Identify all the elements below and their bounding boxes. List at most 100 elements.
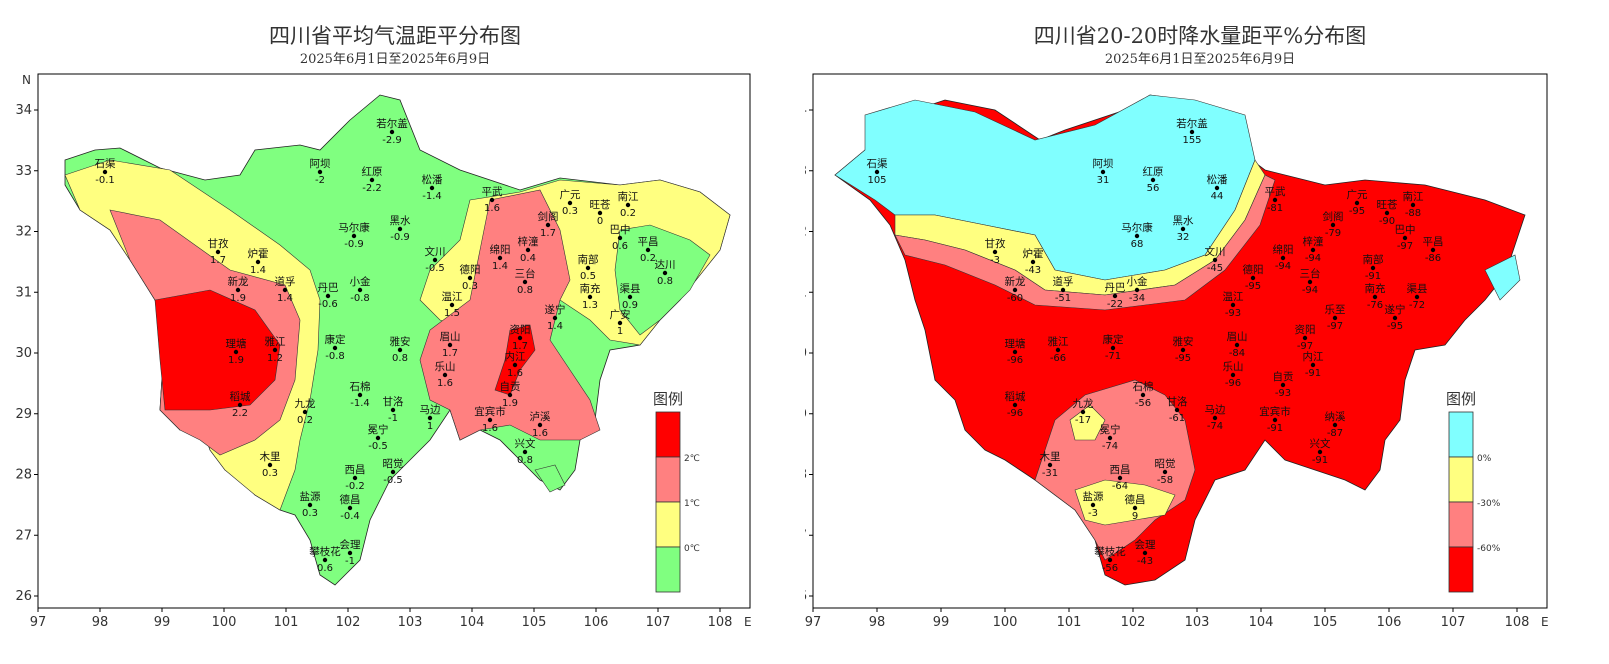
station-name: 西昌 [345,464,366,476]
station-value: -2.9 [382,135,402,146]
station-name: 旺苍 [590,198,611,211]
legend-swatch [655,501,681,548]
station-marker [1012,287,1018,293]
station-value: 1.6 [532,428,548,439]
station-value: -93 [1275,388,1291,399]
region-below-0c-south [534,464,566,493]
station-value: 1.6 [484,203,500,214]
station-marker [1150,177,1156,183]
station-name: 石棉 [1133,380,1154,393]
station-name: 广元 [560,189,581,201]
station-value: -86 [1425,253,1441,264]
station-name: 新龙 [228,275,249,288]
station-value: -1 [388,413,398,424]
station-marker [351,233,357,239]
station-marker [1030,259,1036,265]
station-marker [215,249,221,255]
station-name: 黑水 [390,215,411,227]
station-name: 宜宾市 [474,405,506,418]
station-value: 31 [1097,175,1110,186]
precipitation-map-canvas: 97 98 99 100 101 102 103 104 105 106 107 108 E 26 27 28… [805,73,1549,630]
station-value: 0.3 [302,508,318,519]
station-value: -34 [1129,293,1145,304]
legend-label: -30% [1477,499,1501,509]
station-value: 1.3 [582,300,598,311]
legend-label: -60% [1477,544,1501,554]
station-name: 纳溪 [1325,410,1347,423]
station-marker [390,469,396,475]
station-marker [233,349,239,355]
station-marker [1132,505,1138,511]
station-value: 1.4 [250,265,266,276]
station-name: 黑水 [1173,215,1195,227]
station-name: 炉霍 [248,248,269,260]
lat-tick-label: 34 [805,103,807,118]
station-marker [1354,200,1360,206]
station-name: 渠县 [620,283,641,295]
station-value: 155 [1182,135,1201,146]
station-marker [397,226,403,232]
lon-tick-label: 106 [1377,615,1402,630]
station-name: 冕宁 [368,423,389,436]
station-marker [1310,362,1316,368]
station-name: 会理 [1135,538,1157,551]
station-marker [1330,222,1336,228]
station-value: -94 [1302,285,1318,296]
station-marker [1372,294,1378,300]
station-value: -56 [1135,398,1151,409]
station-value: -66 [1050,353,1066,364]
station-name: 盐源 [1083,490,1105,503]
station-value: 0.3 [262,468,278,479]
station-value: -2.2 [362,183,382,194]
station-name: 若尔盖 [376,117,408,130]
station-marker [1180,347,1186,353]
station-marker [1140,392,1146,398]
region-minus30-to-minus60 [894,174,1276,311]
station-name: 道孚 [275,275,296,288]
station-value: -22 [1107,299,1123,310]
station-name: 丹巴 [1105,282,1126,294]
station-marker [1080,409,1086,415]
station-value: 0.9 [622,300,638,311]
station-marker [325,293,331,299]
station-value: 1.7 [442,348,458,359]
legend-title: 图例 [653,390,683,408]
station-name: 乐山 [435,361,456,373]
station-value: -95 [1175,353,1191,364]
station-name: 稻城 [230,391,251,403]
station-name: 南江 [618,190,639,203]
map-subtitle: 2025年6月1日至2025年6月9日 [1104,52,1296,67]
station-value: 9 [1132,511,1138,522]
station-marker [347,550,353,556]
station-value: -3 [990,255,1000,266]
station-name: 西昌 [1110,464,1131,476]
station-value: -17 [1075,415,1091,426]
station-name: 马尔康 [1121,221,1153,234]
station-marker [449,302,455,308]
station-name: 广安 [610,308,631,321]
station-value: 56 [1147,183,1160,194]
station-marker [545,222,551,228]
region-1-2c-east [419,189,601,441]
station-value: 0.8 [392,353,408,364]
station-name: 松潘 [422,173,443,186]
station-name: 巴中 [1395,223,1416,236]
station-marker [512,362,518,368]
station-value: -72 [1409,300,1425,311]
station-value: 0.8 [657,276,673,287]
station-marker [1370,265,1376,271]
station-name: 平武 [482,185,503,198]
station-value: -56 [1102,563,1118,574]
station-name: 理塘 [226,337,247,350]
station-marker [617,320,623,326]
station-marker [347,505,353,511]
station-value: -0.4 [340,511,360,522]
station-marker [267,462,273,468]
lon-tick-label: 102 [336,615,361,630]
station-name: 阿坝 [310,157,331,170]
station-value: 0.2 [620,208,636,219]
region-below-0c-east [614,224,711,336]
station-name: 炉霍 [1023,248,1044,260]
station-name: 南江 [1403,190,1425,203]
lon-tick-label: 104 [460,615,485,630]
